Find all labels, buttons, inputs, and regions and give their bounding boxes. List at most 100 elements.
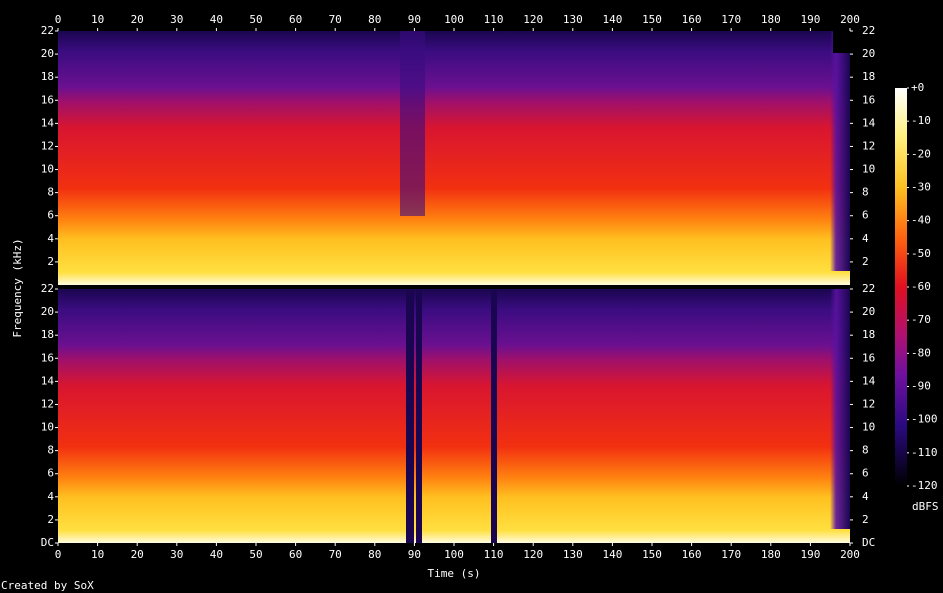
y-tick-label-right: 2 [862, 255, 869, 268]
y-tick-label: 14 [41, 116, 55, 129]
y-tick-label-right: 6 [862, 467, 869, 480]
y-tick-label-right: 12 [862, 139, 875, 152]
x-tick-label: 170 [721, 13, 741, 26]
x-tick-label: 60 [289, 13, 302, 26]
x-tick-label: 120 [523, 548, 543, 561]
x-tick-label: 80 [368, 13, 381, 26]
x-tick-label: 110 [484, 13, 504, 26]
x-tick-label: 10 [91, 13, 104, 26]
x-tick-label: 0 [55, 13, 62, 26]
y-tick-label-right: 14 [862, 374, 876, 387]
colorbar-tick-label: -120 [911, 479, 938, 492]
y-tick-label: 10 [41, 421, 54, 434]
y-tick-label-right: 10 [862, 163, 875, 176]
colorbar-tick-label: -70 [911, 313, 931, 326]
colorbar-tick-label: -40 [911, 214, 931, 227]
x-tick-label: 140 [602, 13, 622, 26]
x-tick-label: 200 [840, 548, 860, 561]
x-tick-label: 0 [55, 548, 62, 561]
y-tick-label-right: 18 [862, 328, 875, 341]
colorbar-tick-label: +0 [911, 81, 924, 94]
y-tick-label-right: 4 [862, 232, 869, 245]
y-tick-label: 6 [47, 467, 54, 480]
y-tick-label: 12 [41, 139, 54, 152]
y-tick-label-right: 16 [862, 351, 875, 364]
y-tick-label: 8 [47, 186, 54, 199]
x-tick-label: 150 [642, 548, 662, 561]
x-tick-label: 140 [602, 548, 622, 561]
x-axis-label: Time (s) [428, 567, 481, 580]
x-tick-label: 180 [761, 13, 781, 26]
y-tick-label: 22 [41, 24, 54, 37]
x-tick-label: 130 [563, 548, 583, 561]
footer: Created by SoX [1, 579, 94, 592]
y-tick-label: 4 [47, 232, 54, 245]
y-tick-label: 10 [41, 163, 54, 176]
y-tick-label-right: 4 [862, 490, 869, 503]
x-tick-label: 20 [131, 548, 144, 561]
colorbar-tick-label: -10 [911, 114, 931, 127]
x-tick-label: 170 [721, 548, 741, 561]
colorbar-tick-label: -20 [911, 147, 931, 160]
x-tick-label: 10 [91, 548, 104, 561]
colorbar-tick-label: -100 [911, 413, 938, 426]
x-tick-label: 190 [800, 548, 820, 561]
y-tick-label: 2 [47, 255, 54, 268]
x-tick-label: 90 [408, 548, 421, 561]
x-tick-label: 70 [329, 13, 342, 26]
y-tick-label-right: 16 [862, 93, 875, 106]
colorbar-tick-label: -90 [911, 380, 931, 393]
y-tick-label: DC [41, 536, 54, 549]
x-tick-label: 40 [210, 548, 223, 561]
y-tick-label: 20 [41, 305, 54, 318]
colorbar-tick-label: -60 [911, 280, 931, 293]
x-tick-label: 190 [800, 13, 820, 26]
y-tick-label: 4 [47, 490, 54, 503]
colorbar-tick-label: -110 [911, 446, 938, 459]
x-tick-label: 20 [131, 13, 144, 26]
y-tick-label: 18 [41, 328, 54, 341]
colorbar-tick-label: -80 [911, 346, 931, 359]
y-tick-label-right: 22 [862, 24, 875, 37]
x-tick-label: 110 [484, 548, 504, 561]
y-tick-label-right: 14 [862, 116, 876, 129]
y-tick-label: 16 [41, 93, 54, 106]
y-tick-label: 2 [47, 513, 54, 526]
y-tick-label: 14 [41, 374, 55, 387]
colorbar-label: dBFS [912, 500, 939, 513]
x-tick-label: 30 [170, 548, 183, 561]
y-tick-label: 20 [41, 47, 54, 60]
colorbar [895, 88, 907, 486]
y-tick-label-right: 2 [862, 513, 869, 526]
y-axis-label: Frequency (kHz) [11, 238, 24, 337]
y-tick-label: 12 [41, 397, 54, 410]
y-tick-label: 22 [41, 282, 54, 295]
y-tick-label-right: 10 [862, 421, 875, 434]
y-tick-label-right: 12 [862, 397, 875, 410]
y-tick-label: 18 [41, 70, 54, 83]
x-tick-label: 60 [289, 548, 302, 561]
x-tick-label: 180 [761, 548, 781, 561]
y-tick-label-right: DC [862, 536, 875, 549]
x-tick-label: 30 [170, 13, 183, 26]
x-tick-label: 90 [408, 13, 421, 26]
x-tick-label: 130 [563, 13, 583, 26]
spectrogram-image [58, 31, 850, 543]
y-tick-label-right: 22 [862, 282, 875, 295]
y-tick-label-right: 6 [862, 209, 869, 222]
y-tick-label-right: 18 [862, 70, 875, 83]
x-tick-label: 40 [210, 13, 223, 26]
y-tick-label: 16 [41, 351, 54, 364]
colorbar-tick-label: -50 [911, 247, 931, 260]
y-tick-label: 8 [47, 444, 54, 457]
y-tick-label-right: 8 [862, 444, 869, 457]
x-tick-label: 160 [682, 13, 702, 26]
x-tick-label: 50 [249, 13, 262, 26]
y-tick-label: 6 [47, 209, 54, 222]
x-tick-label: 160 [682, 548, 702, 561]
x-tick-label: 100 [444, 548, 464, 561]
x-tick-label: 150 [642, 13, 662, 26]
colorbar-tick-label: -30 [911, 181, 931, 194]
